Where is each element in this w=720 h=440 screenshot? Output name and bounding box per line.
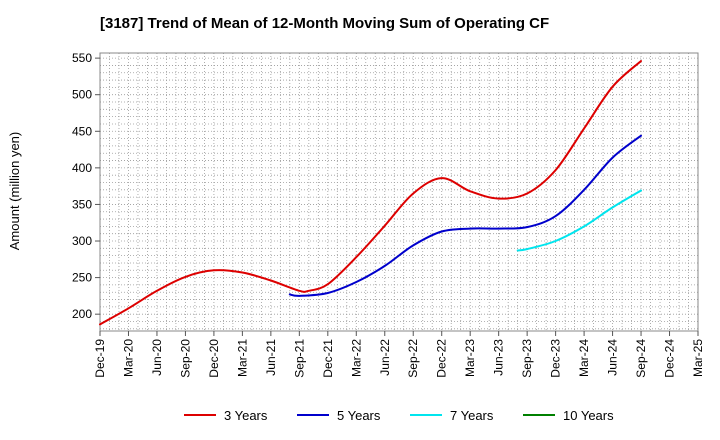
x-tick-label: Sep-23 xyxy=(520,339,534,378)
x-tick-label: Dec-23 xyxy=(549,339,563,378)
series-line-5-years xyxy=(288,134,642,297)
x-tick-label: Dec-19 xyxy=(93,339,107,378)
x-tick-label: Jun-22 xyxy=(378,339,392,376)
x-tick-label: Sep-20 xyxy=(178,339,192,378)
y-tick-label: 350 xyxy=(72,197,92,211)
legend-label-5-years: 5 Years xyxy=(337,408,381,423)
plot-area xyxy=(99,52,699,332)
grid xyxy=(100,53,698,331)
y-tick-label: 300 xyxy=(72,234,92,248)
y-axis-label: Amount (million yen) xyxy=(7,132,22,251)
x-tick-label: Dec-22 xyxy=(435,339,449,378)
x-tick-label: Sep-24 xyxy=(634,339,648,378)
x-tick-label: Dec-20 xyxy=(207,339,221,378)
legend-label-10-years: 10 Years xyxy=(563,408,614,423)
y-tick-label: 250 xyxy=(72,271,92,285)
y-tick-label: 550 xyxy=(72,51,92,65)
x-tick-label: Sep-22 xyxy=(406,339,420,378)
x-tick-label: Jun-24 xyxy=(606,339,620,376)
y-tick-label: 200 xyxy=(72,307,92,321)
legend-label-3-years: 3 Years xyxy=(224,408,268,423)
y-tick-label: 450 xyxy=(72,124,92,138)
y-tick-label: 400 xyxy=(72,161,92,175)
legend: 3 Years 5 Years 7 Years 10 Years xyxy=(184,408,614,423)
x-tick-label: Mar-25 xyxy=(691,339,705,377)
x-tick-label: Dec-24 xyxy=(663,339,677,378)
y-axis: 200 250 300 350 400 450 500 550 xyxy=(72,51,100,321)
x-tick-label: Jun-23 xyxy=(492,339,506,376)
legend-label-7-years: 7 Years xyxy=(450,408,494,423)
x-axis: Dec-19 Mar-20 Jun-20 Sep-20 Dec-20 Mar-21 Jun-… xyxy=(93,331,705,378)
x-tick-label: Mar-22 xyxy=(349,339,363,377)
series-group xyxy=(99,60,642,326)
x-tick-label: Sep-21 xyxy=(292,339,306,378)
series-line-3-years xyxy=(99,60,642,326)
x-tick-label: Mar-20 xyxy=(121,339,135,377)
x-tick-label: Jun-20 xyxy=(150,339,164,376)
y-tick-label: 500 xyxy=(72,88,92,102)
chart-title: [3187] Trend of Mean of 12-Month Moving … xyxy=(100,15,549,32)
x-tick-label: Dec-21 xyxy=(321,339,335,378)
x-tick-label: Mar-23 xyxy=(463,339,477,377)
x-tick-label: Mar-21 xyxy=(235,339,249,377)
series-line-7-years xyxy=(516,189,642,252)
x-tick-label: Jun-21 xyxy=(264,339,278,376)
x-tick-label: Mar-24 xyxy=(577,339,591,377)
